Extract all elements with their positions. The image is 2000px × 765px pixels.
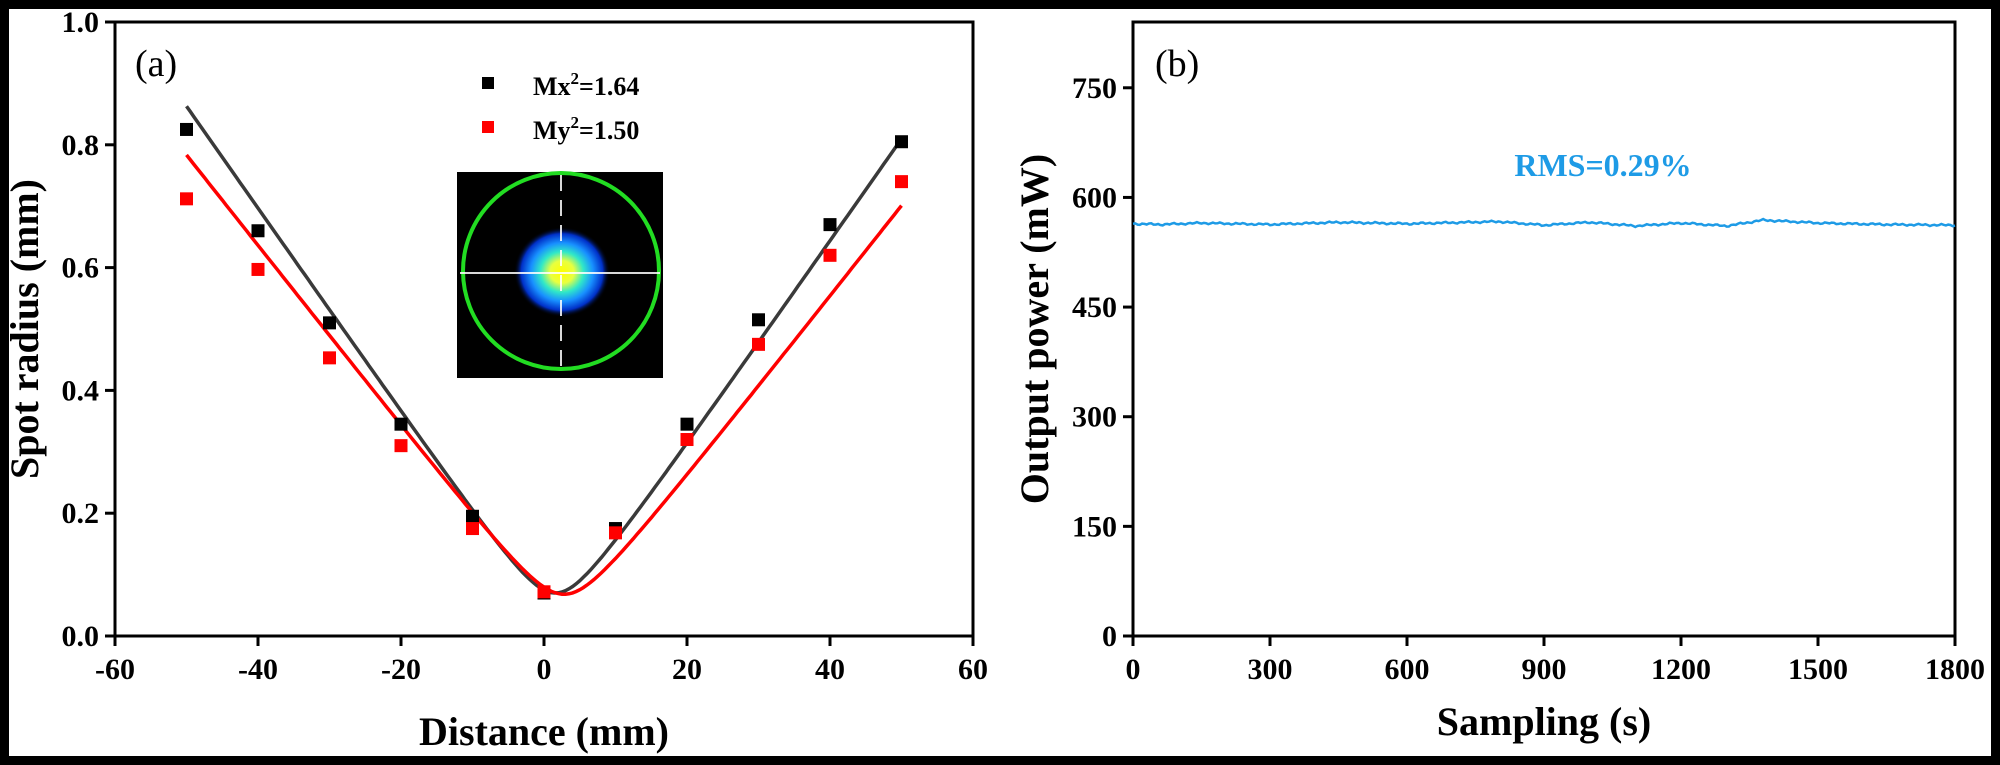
panel-a-y-ticks: 0.0 0.2 0.4 0.6 0.8 1.0 xyxy=(62,6,115,653)
panel-b-label: (b) xyxy=(1155,43,1199,85)
x-tick-label: 60 xyxy=(958,653,988,686)
x-tick-label: -20 xyxy=(381,653,421,686)
x-tick-label: 0 xyxy=(537,653,552,686)
x-tick-label: 1800 xyxy=(1925,653,1985,686)
data-point-my xyxy=(251,262,265,276)
panel-b-power-line xyxy=(1132,217,1956,229)
panel-b-x-ticks: 0 300 600 900 1200 1500 1800 xyxy=(1126,636,1985,686)
data-point-my xyxy=(180,192,193,206)
legend-entry-mx: Mx2=1.64 xyxy=(533,69,639,101)
data-point-mx xyxy=(180,122,193,136)
y-tick-label: 1.0 xyxy=(62,6,100,39)
y-tick-label: 300 xyxy=(1072,401,1117,434)
x-tick-label: 20 xyxy=(672,653,702,686)
data-point-mx xyxy=(251,224,265,238)
data-point-mx xyxy=(895,135,908,149)
y-tick-label: 750 xyxy=(1072,72,1117,105)
data-point-my xyxy=(323,351,336,365)
rms-annotation: RMS=0.29% xyxy=(1514,147,1691,183)
data-point-my xyxy=(394,439,408,453)
panel-b-y-ticks: 0 150 300 450 600 750 xyxy=(1072,72,1133,653)
panel-a-x-axis-title: Distance (mm) xyxy=(419,709,669,754)
x-tick-label: 900 xyxy=(1522,653,1567,686)
y-tick-label: 0.6 xyxy=(62,252,100,285)
data-point-my xyxy=(466,522,479,536)
x-tick-label: -60 xyxy=(95,653,135,686)
data-point-mx xyxy=(680,417,694,431)
y-tick-label: 0.0 xyxy=(62,620,100,653)
data-point-my xyxy=(752,337,765,351)
panel-b-x-axis-title: Sampling (s) xyxy=(1437,699,1652,744)
figure-background xyxy=(9,9,1991,756)
y-tick-label: 0 xyxy=(1102,620,1117,653)
panel-a-label: (a) xyxy=(135,43,177,85)
data-point-my xyxy=(537,585,551,599)
legend-entry-my: My2=1.50 xyxy=(533,113,639,145)
panel-a-legend: Mx2=1.64 My2=1.50 xyxy=(482,69,639,145)
data-point-mx xyxy=(752,313,765,327)
panel-b-output-power-chart: 0 300 600 900 1200 1500 1800 0150300450600750 … xyxy=(1012,20,1985,744)
x-tick-label: 0 xyxy=(1126,653,1141,686)
panel-a-y-axis-title: Spot radius (mm) xyxy=(2,179,47,479)
x-tick-label: 1500 xyxy=(1788,653,1848,686)
legend-marker-mx xyxy=(482,77,494,89)
y-tick-label: 150 xyxy=(1072,510,1117,543)
panel-b-y-axis-title: Output power (mW) xyxy=(1012,154,1057,504)
x-tick-label: 300 xyxy=(1248,653,1293,686)
panel-a-spot-radius-chart: -60 -40 -20 0 20 40 60 0.00.20.40.60.81.0 (a) … xyxy=(2,6,988,754)
y-tick-label: 0.8 xyxy=(62,129,100,162)
y-tick-label: 450 xyxy=(1072,291,1117,324)
y-tick-label: 0.4 xyxy=(62,374,100,407)
data-point-my xyxy=(680,433,694,447)
data-point-mx xyxy=(466,509,479,523)
x-tick-label: 600 xyxy=(1385,653,1430,686)
inset-green-circle xyxy=(461,171,661,371)
data-point-my xyxy=(609,526,622,540)
beam-profile-inset-image xyxy=(457,171,663,378)
x-tick-label: 1200 xyxy=(1651,653,1711,686)
data-point-my xyxy=(823,248,837,262)
x-tick-label: 40 xyxy=(815,653,845,686)
y-tick-label: 0.2 xyxy=(62,497,100,530)
legend-marker-my xyxy=(482,121,494,133)
panel-a-x-ticks: -60 -40 -20 0 20 40 60 xyxy=(95,636,988,686)
y-tick-label: 600 xyxy=(1072,181,1117,214)
data-point-mx xyxy=(823,218,837,232)
data-point-mx xyxy=(394,417,408,431)
data-point-mx xyxy=(323,316,336,330)
x-tick-label: -40 xyxy=(238,653,278,686)
panel-a-data-points xyxy=(180,122,908,600)
data-point-my xyxy=(895,175,908,189)
